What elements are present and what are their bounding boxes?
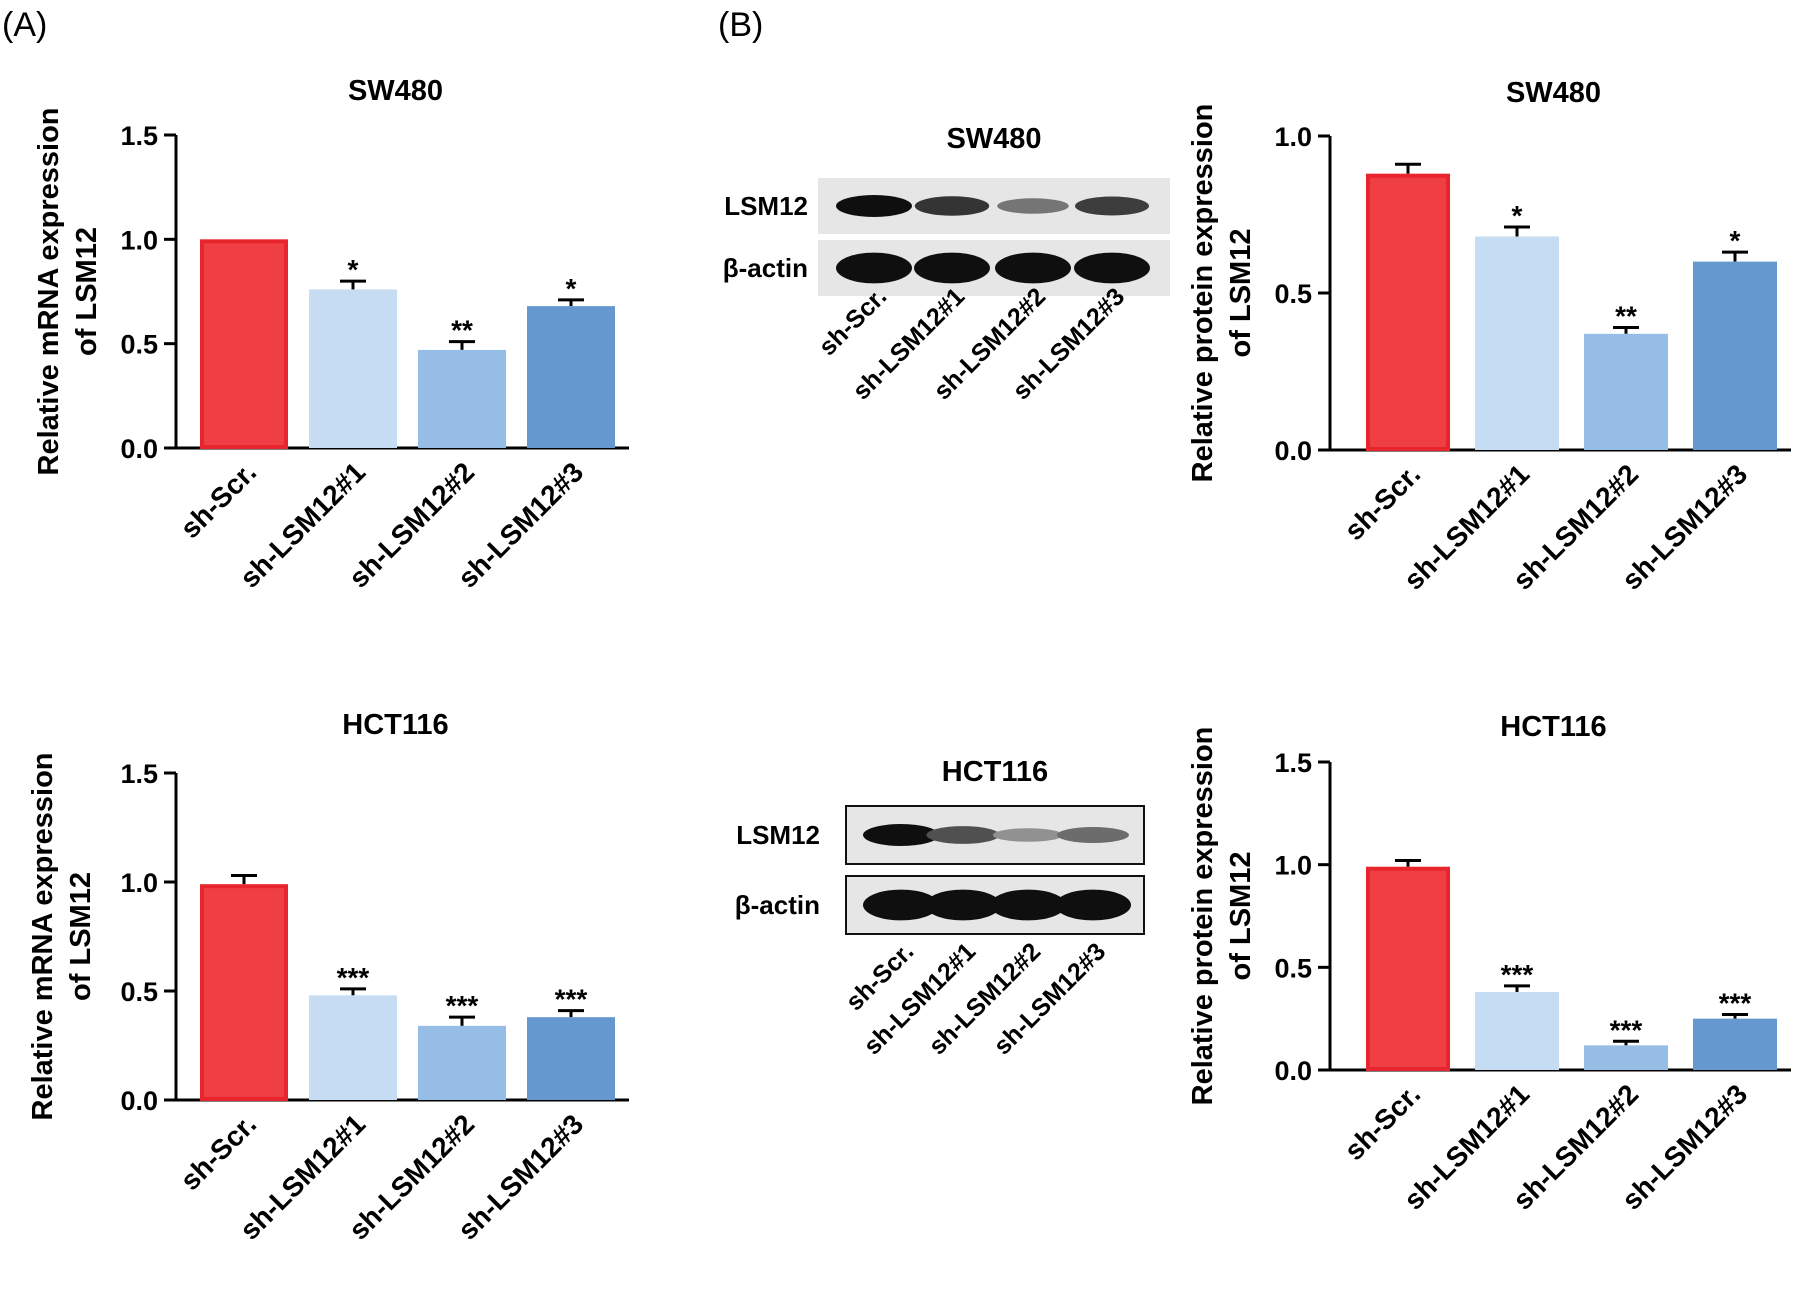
blot-band [914,196,990,216]
significance-label: *** [1610,1014,1643,1045]
y-tick-label: 0.0 [120,434,158,464]
y-axis-label-line: Relative mRNA expression [33,107,65,475]
blot-band [863,824,939,846]
bar [1584,1045,1668,1070]
bar [1584,333,1668,450]
y-tick-label: 0.0 [120,1086,158,1116]
x-tick-label: sh-Scr. [1338,1078,1426,1166]
significance-label: ** [1615,301,1637,332]
bar [1475,236,1559,450]
blot-title: HCT116 [942,756,1048,788]
y-axis-label-line: of LSM12 [1225,229,1257,358]
y-axis-label-line: of LSM12 [71,227,103,356]
blot-band [1055,889,1131,921]
bar-chart-3: HCT116 0.0 0.5 1.0 1.5 Relative mRNA expressi… [27,709,629,1246]
blot-band [992,828,1064,842]
blot-band [914,252,990,284]
bar [1366,866,1450,1071]
blot-band [1075,196,1149,216]
y-tick-label: 0.5 [120,330,158,360]
significance-label: *** [1719,988,1752,1019]
blot-row-label: LSM12 [736,820,820,850]
bar [1693,261,1777,450]
y-axis-label-line: Relative protein expression [1187,104,1219,483]
bar [527,1017,615,1100]
y-tick-label: 1.5 [120,121,158,151]
y-tick-label: 1.0 [120,225,158,255]
bar [309,995,397,1100]
blot-band [990,889,1066,921]
significance-label: *** [555,984,588,1015]
bar [200,884,288,1101]
significance-label: * [1512,200,1523,231]
western-blot-2: HCT116LSM12β-actinsh-Scr.sh-LSM12#1sh-LS… [735,756,1145,1060]
blot-band [926,826,1000,844]
y-axis-label-line: of LSM12 [1225,852,1257,981]
blot-row-label: β-actin [723,253,808,283]
bar-chart-4: HCT116 0.0 0.5 1.0 1.5 Relative protein expre… [1187,711,1791,1216]
significance-label: * [348,254,359,285]
x-tick-label: sh-Scr. [174,1108,262,1196]
y-tick-label: 0.0 [1274,1056,1312,1086]
chart-title: HCT116 [1500,711,1606,743]
y-tick-label: 0.5 [120,977,158,1007]
bar [309,289,397,448]
significance-label: *** [446,990,479,1021]
blot-row-label: LSM12 [724,191,808,221]
significance-label: ** [451,315,473,346]
bar [1693,1018,1777,1070]
blot-band [1074,252,1150,284]
x-tick-label: sh-Scr. [1338,458,1426,546]
y-axis-label-line: of LSM12 [65,872,97,1001]
y-axis-label-line: Relative mRNA expression [27,752,59,1120]
y-tick-label: 1.5 [1274,748,1312,778]
blot-band [863,889,939,921]
blot-band [925,889,1001,921]
y-tick-label: 0.0 [1274,436,1312,466]
bar-chart-1: SW480 0.0 0.5 1.0 1.5 Relative mRNA expressio… [33,75,629,594]
blot-row-label: β-actin [735,890,820,920]
panel-label-a: (A) [2,6,47,44]
y-tick-label: 0.5 [1274,953,1312,983]
blot-band [997,198,1069,214]
bar [1475,991,1559,1070]
significance-label: * [1730,225,1741,256]
western-blot-1: SW480LSM12β-actinsh-Scr.sh-LSM12#1sh-LSM… [723,123,1170,405]
blot-band [836,252,912,284]
panel-label-b: (B) [718,6,763,44]
y-tick-label: 1.0 [1274,122,1312,152]
bar [527,306,615,448]
y-axis-label-line: Relative protein expression [1187,727,1219,1106]
x-tick-label: sh-Scr. [174,456,262,544]
significance-label: *** [337,962,370,993]
blot-band [995,252,1071,284]
chart-title: HCT116 [342,709,448,741]
y-tick-label: 0.5 [1274,279,1312,309]
bar [418,1025,506,1100]
bar-chart-2: SW480 0.0 0.5 1.0 Relative protein expressio… [1187,77,1791,596]
bar [200,239,288,449]
chart-title: SW480 [348,75,443,107]
bar [418,349,506,448]
blot-band [836,195,912,217]
y-tick-label: 1.0 [1274,851,1312,881]
blot-band [1057,827,1129,843]
blots-layer: SW480LSM12β-actinsh-Scr.sh-LSM12#1sh-LSM… [723,123,1170,1060]
chart-title: SW480 [1506,77,1601,109]
blot-title: SW480 [946,123,1041,155]
bar [1366,173,1450,451]
significance-label: * [566,273,577,304]
y-tick-label: 1.5 [120,759,158,789]
y-tick-label: 1.0 [120,868,158,898]
significance-label: *** [1501,959,1534,990]
